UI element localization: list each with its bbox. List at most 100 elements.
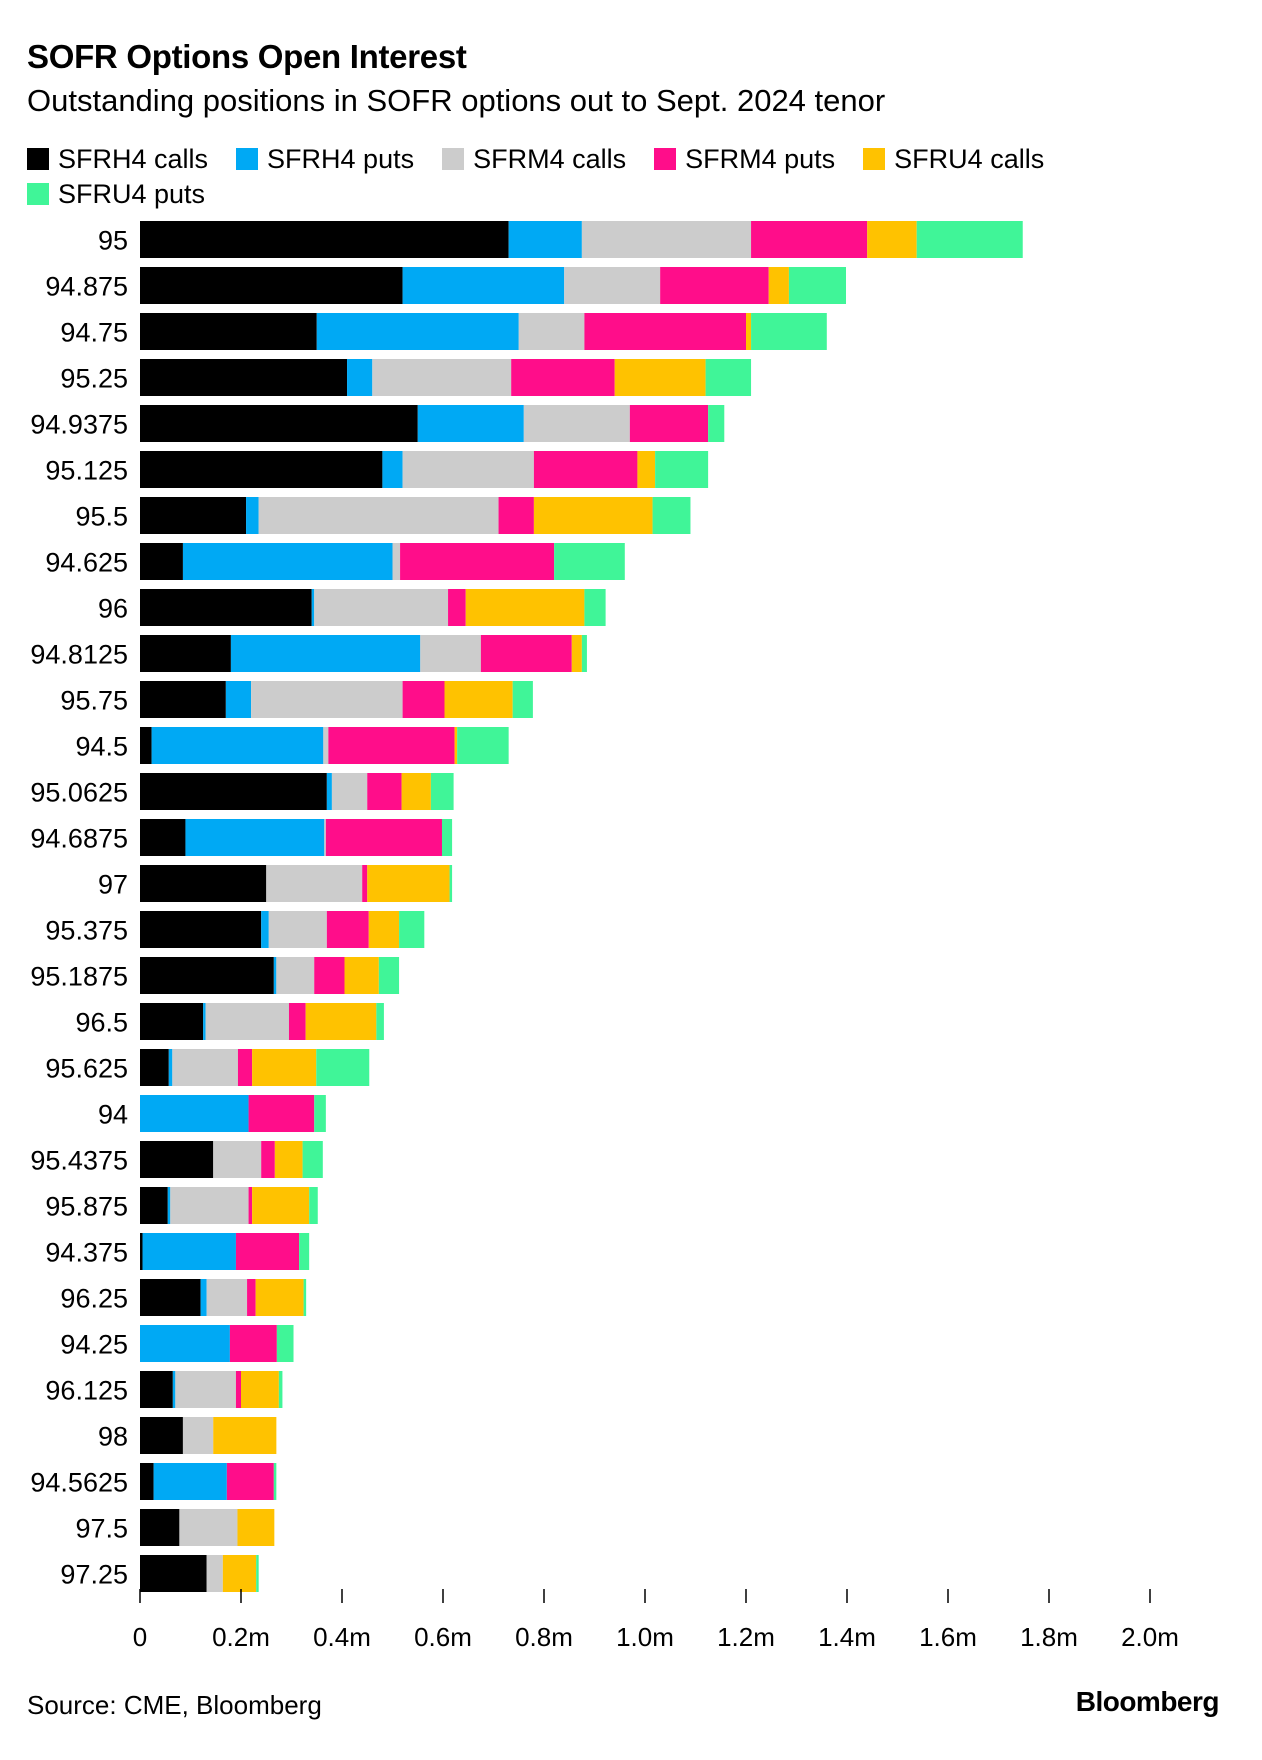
bar-segment (225, 681, 252, 718)
legend-swatch (27, 183, 49, 205)
bar-segment (402, 681, 445, 718)
x-tick-label: 0 (133, 1622, 147, 1652)
bar-segment (261, 1141, 275, 1178)
bar-segment (268, 911, 327, 948)
category-label: 95.1875 (30, 962, 128, 992)
bar-segment (140, 1141, 214, 1178)
bar-segment (140, 221, 509, 258)
bar-segment (237, 1049, 253, 1086)
bar-segment (392, 543, 401, 580)
bar-segment (323, 727, 329, 764)
bar-segment (182, 543, 393, 580)
bar-segment (751, 221, 868, 258)
bar-segment (140, 1371, 173, 1408)
legend-swatch (863, 148, 886, 170)
bar-segment (454, 727, 458, 764)
category-label: 94.75 (60, 318, 128, 348)
category-label: 95.125 (45, 456, 128, 486)
bar-segment (140, 405, 418, 442)
bar-segment (153, 1463, 227, 1500)
bar-segment (168, 1049, 173, 1086)
category-label: 95.875 (45, 1192, 128, 1222)
bar-segment (140, 359, 348, 396)
bar-segment (581, 221, 752, 258)
bar-segment (751, 313, 827, 350)
legend: SFRH4 calls SFRH4 puts SFRM4 calls SFRM4 pu… (27, 142, 1127, 212)
bar-segment (402, 451, 534, 488)
bar-segment (237, 1509, 275, 1546)
bar-segment (151, 727, 324, 764)
bar-segment (288, 1003, 306, 1040)
chart: 95 94.875 94.75 95.25 94.9375 95.125 95.5 94.62… (30, 221, 1179, 1652)
bar-segment (172, 1049, 238, 1086)
category-label: 97.5 (75, 1514, 128, 1544)
bar-segment (629, 405, 709, 442)
legend-item: SFRM4 puts (654, 142, 835, 177)
bar-segment (372, 359, 512, 396)
bar-segment (508, 221, 582, 258)
bar-segment (652, 497, 691, 534)
bar-segment (247, 1279, 256, 1316)
bar-segment (203, 1003, 206, 1040)
category-label: 94.25 (60, 1330, 128, 1360)
bar-segment (326, 911, 369, 948)
x-tick-label: 0.8m (515, 1622, 573, 1652)
bar-segment (465, 589, 585, 626)
bar-segment (140, 865, 267, 902)
x-tick-label: 2.0m (1121, 1622, 1179, 1652)
bar-segment (326, 773, 332, 810)
category-label: 95.25 (60, 364, 128, 394)
category-label: 94.5625 (30, 1468, 128, 1498)
bar-segment (235, 1233, 300, 1270)
legend-label: SFRM4 calls (473, 144, 627, 174)
legend-item: SFRH4 calls (27, 142, 208, 177)
bar-segment (140, 911, 262, 948)
category-label: 96 (98, 594, 128, 624)
bar-segment (230, 635, 421, 672)
bar-segment (261, 911, 269, 948)
bar-segment (444, 681, 513, 718)
legend-item: SFRU4 puts (27, 177, 205, 212)
bar-segment (314, 1095, 326, 1132)
category-label: 94.5 (75, 732, 128, 762)
bar-segment (140, 589, 312, 626)
bar-segment (222, 1555, 257, 1592)
category-label: 94.875 (45, 272, 128, 302)
bar-segment (140, 1187, 168, 1224)
bar-segment (309, 1187, 318, 1224)
bar-segment (768, 267, 789, 304)
category-label: 95.4375 (30, 1146, 128, 1176)
bar-segment (533, 451, 638, 488)
bar-segment (258, 497, 499, 534)
x-tick-label: 1.0m (616, 1622, 674, 1652)
bar-segment (140, 1509, 180, 1546)
bar-segment (480, 635, 572, 672)
bar-segment (276, 957, 315, 994)
bar-segment (241, 1371, 279, 1408)
bar-segment (273, 957, 277, 994)
category-label: 94 (98, 1100, 128, 1130)
bar-segment (448, 589, 466, 626)
bar-segment (140, 727, 152, 764)
bar-segment (213, 1417, 277, 1454)
bar-segment (420, 635, 481, 672)
category-label: 96.5 (75, 1008, 128, 1038)
bar-segment (252, 1187, 310, 1224)
category-label: 94.6875 (30, 824, 128, 854)
bar-segment (867, 221, 917, 258)
category-label: 95.0625 (30, 778, 128, 808)
bar-segment (581, 635, 587, 672)
bar-segment (316, 313, 519, 350)
bar-segment (179, 1509, 238, 1546)
bar-segment (378, 957, 400, 994)
bar-segment (142, 1233, 236, 1270)
bar-segment (140, 1279, 201, 1316)
legend-item: SFRU4 calls (863, 142, 1044, 177)
legend-item: SFRH4 puts (236, 142, 414, 177)
bar-segment (511, 359, 615, 396)
bar-segment (441, 819, 453, 856)
bar-segment (347, 359, 373, 396)
bar-segment (255, 1279, 304, 1316)
bar-segment (206, 1555, 223, 1592)
x-tick-label: 1.2m (717, 1622, 775, 1652)
